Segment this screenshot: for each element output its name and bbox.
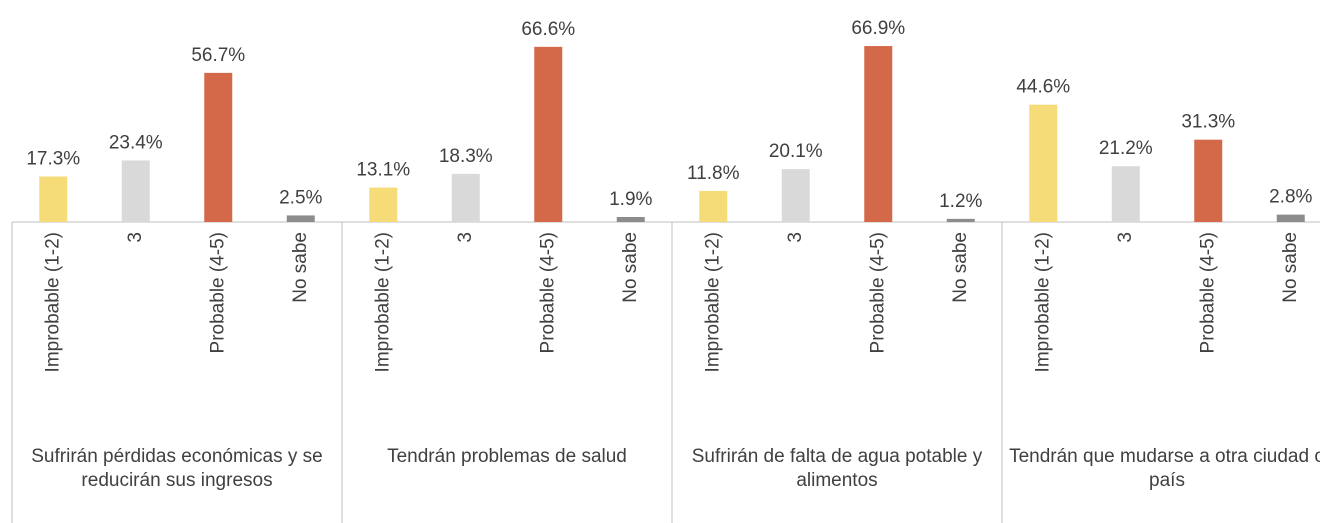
bar [616,217,645,222]
category-label: No sabe [1280,232,1301,303]
category-label: 3 [455,232,476,243]
group-label: Tendrán problemas de salud [387,446,627,467]
category-label: Probable (4-5) [207,232,228,353]
category-label: Improbable (1-2) [1032,232,1053,372]
bar [451,173,480,222]
bar [1029,104,1058,222]
category-label: No sabe [290,232,311,303]
value-label: 13.1% [356,160,410,181]
category-label: Improbable (1-2) [702,232,723,372]
value-label: 66.6% [521,19,575,40]
group-label: Sufrirán pérdidas económicas y se reducir… [31,446,322,491]
bar [946,218,975,222]
value-label: 31.3% [1181,112,1235,133]
group-label: Sufrirán de falta de agua potable y alime… [692,446,983,491]
bar [286,215,315,222]
category-label: Probable (4-5) [1197,232,1218,353]
category-label: Probable (4-5) [537,232,558,353]
value-label: 66.9% [851,18,905,39]
value-label: 56.7% [191,45,245,66]
category-label: Improbable (1-2) [372,232,393,372]
value-label: 17.3% [26,149,80,170]
value-label: 2.8% [1269,187,1312,208]
bar [1194,139,1223,222]
value-label: 1.2% [939,191,982,212]
category-label: 3 [785,232,806,243]
value-label: 23.4% [109,132,163,153]
value-label: 20.1% [769,141,823,162]
category-label: 3 [1115,232,1136,243]
value-label: 21.2% [1099,138,1153,159]
bar [1111,166,1140,222]
value-label: 1.9% [609,189,652,210]
group-label: Tendrán que mudarse a otra ciudad o país [1009,446,1320,491]
bar [781,169,810,222]
category-label: No sabe [620,232,641,303]
category-label: No sabe [950,232,971,303]
bar [699,190,728,222]
value-label: 11.8% [687,163,740,184]
bar [204,72,233,222]
bar [39,176,68,222]
bar [369,187,398,222]
bar [534,46,563,223]
category-label: Improbable (1-2) [42,232,63,372]
bar [864,46,893,222]
category-label: Probable (4-5) [867,232,888,353]
bar [121,160,150,222]
bar [1276,214,1305,222]
value-label: 44.6% [1016,77,1070,98]
value-label: 18.3% [439,146,493,167]
category-label: 3 [125,232,146,243]
value-label: 2.5% [279,187,322,208]
